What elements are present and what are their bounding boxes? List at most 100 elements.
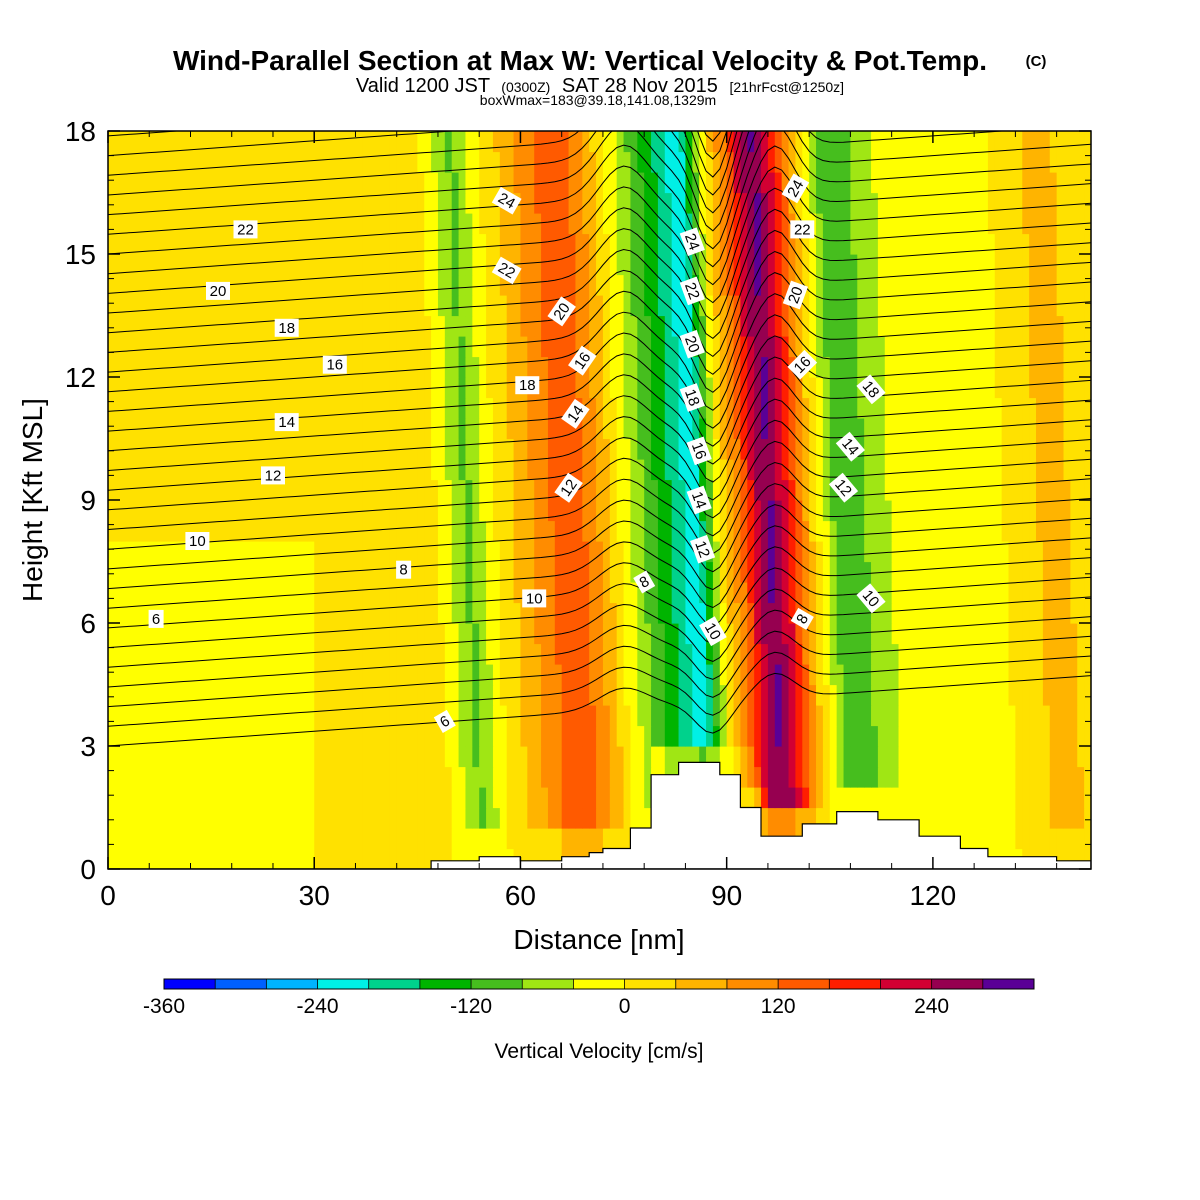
velocity-cell xyxy=(877,807,886,829)
velocity-cell xyxy=(348,459,357,481)
velocity-cell xyxy=(431,684,439,706)
velocity-cell xyxy=(781,684,790,706)
velocity-cell xyxy=(417,664,425,686)
velocity-cell xyxy=(657,561,666,583)
velocity-cell xyxy=(767,274,776,296)
velocity-cell xyxy=(252,582,260,604)
velocity-cell xyxy=(609,397,618,419)
velocity-cell xyxy=(458,479,467,501)
velocity-cell xyxy=(712,459,721,481)
velocity-cell xyxy=(369,520,377,542)
velocity-cell xyxy=(919,705,927,727)
velocity-cell xyxy=(369,541,377,563)
velocity-cell xyxy=(1084,356,1091,378)
velocity-cell xyxy=(355,192,363,214)
velocity-cell xyxy=(437,787,446,809)
velocity-cell xyxy=(1022,418,1030,440)
velocity-cell xyxy=(162,766,171,788)
velocity-cell xyxy=(1042,438,1051,460)
velocity-cell xyxy=(919,151,927,173)
velocity-cell xyxy=(795,377,803,399)
velocity-cell xyxy=(156,459,164,481)
velocity-cell xyxy=(238,705,247,727)
velocity-cell xyxy=(389,295,398,317)
velocity-cell xyxy=(362,643,370,665)
velocity-cell xyxy=(596,623,604,645)
velocity-cell xyxy=(492,684,501,706)
velocity-cell xyxy=(898,356,906,378)
velocity-cell xyxy=(939,664,948,686)
velocity-cell xyxy=(245,582,253,604)
velocity-cell xyxy=(472,213,480,235)
velocity-cell xyxy=(836,623,845,645)
velocity-cell xyxy=(953,295,961,317)
velocity-cell xyxy=(843,705,851,727)
velocity-cell xyxy=(465,705,473,727)
velocity-cell xyxy=(953,233,961,255)
velocity-cell xyxy=(506,705,515,727)
velocity-cell xyxy=(939,582,948,604)
velocity-cell xyxy=(747,725,755,747)
velocity-cell xyxy=(245,541,253,563)
velocity-cell xyxy=(183,418,192,440)
velocity-cell xyxy=(898,623,906,645)
velocity-cell xyxy=(1008,274,1016,296)
velocity-cell xyxy=(898,151,906,173)
velocity-cell xyxy=(898,561,906,583)
velocity-cell xyxy=(451,766,460,788)
velocity-cell xyxy=(974,500,982,522)
velocity-cell xyxy=(327,295,336,317)
velocity-cell xyxy=(795,787,803,809)
velocity-cell xyxy=(1008,602,1016,624)
velocity-cell xyxy=(334,213,343,235)
velocity-cell xyxy=(761,705,769,727)
chart-title: Wind-Parallel Section at Max W: Vertical… xyxy=(173,45,987,76)
velocity-cell xyxy=(534,725,542,747)
velocity-cell xyxy=(176,807,185,829)
velocity-cell xyxy=(561,377,570,399)
velocity-cell xyxy=(1001,787,1010,809)
velocity-cell xyxy=(410,500,418,522)
velocity-cell xyxy=(809,766,817,788)
velocity-cell xyxy=(939,336,948,358)
velocity-cell xyxy=(974,274,982,296)
velocity-cell xyxy=(692,602,700,624)
velocity-cell xyxy=(520,254,528,276)
velocity-cell xyxy=(843,664,851,686)
velocity-cell xyxy=(981,807,989,829)
velocity-cell xyxy=(554,828,563,850)
velocity-cell xyxy=(169,602,178,624)
velocity-cell xyxy=(266,295,274,317)
velocity-cell xyxy=(932,520,941,542)
velocity-cell xyxy=(204,233,212,255)
velocity-cell xyxy=(176,254,185,276)
velocity-cell xyxy=(169,336,178,358)
velocity-cell xyxy=(314,561,322,583)
velocity-cell xyxy=(761,725,769,747)
velocity-cell xyxy=(108,643,116,665)
velocity-cell xyxy=(279,787,288,809)
velocity-cell xyxy=(1056,746,1065,768)
velocity-cell xyxy=(142,254,150,276)
velocity-cell xyxy=(1077,397,1085,419)
velocity-cell xyxy=(217,725,226,747)
velocity-cell xyxy=(176,500,185,522)
velocity-cell xyxy=(479,172,487,194)
velocity-cell xyxy=(795,520,803,542)
velocity-cell xyxy=(1036,766,1044,788)
velocity-cell xyxy=(348,766,357,788)
velocity-cell xyxy=(417,807,425,829)
velocity-cell xyxy=(266,397,274,419)
velocity-cell xyxy=(596,828,604,850)
velocity-cell xyxy=(321,438,329,460)
velocity-cell xyxy=(953,664,961,686)
velocity-cell xyxy=(1036,500,1044,522)
velocity-cell xyxy=(788,500,797,522)
velocity-cell xyxy=(348,377,357,399)
velocity-cell xyxy=(382,172,391,194)
velocity-cell xyxy=(816,213,824,235)
velocity-cell xyxy=(135,315,143,337)
velocity-cell xyxy=(589,274,597,296)
velocity-cell xyxy=(816,561,824,583)
velocity-cell xyxy=(657,438,666,460)
